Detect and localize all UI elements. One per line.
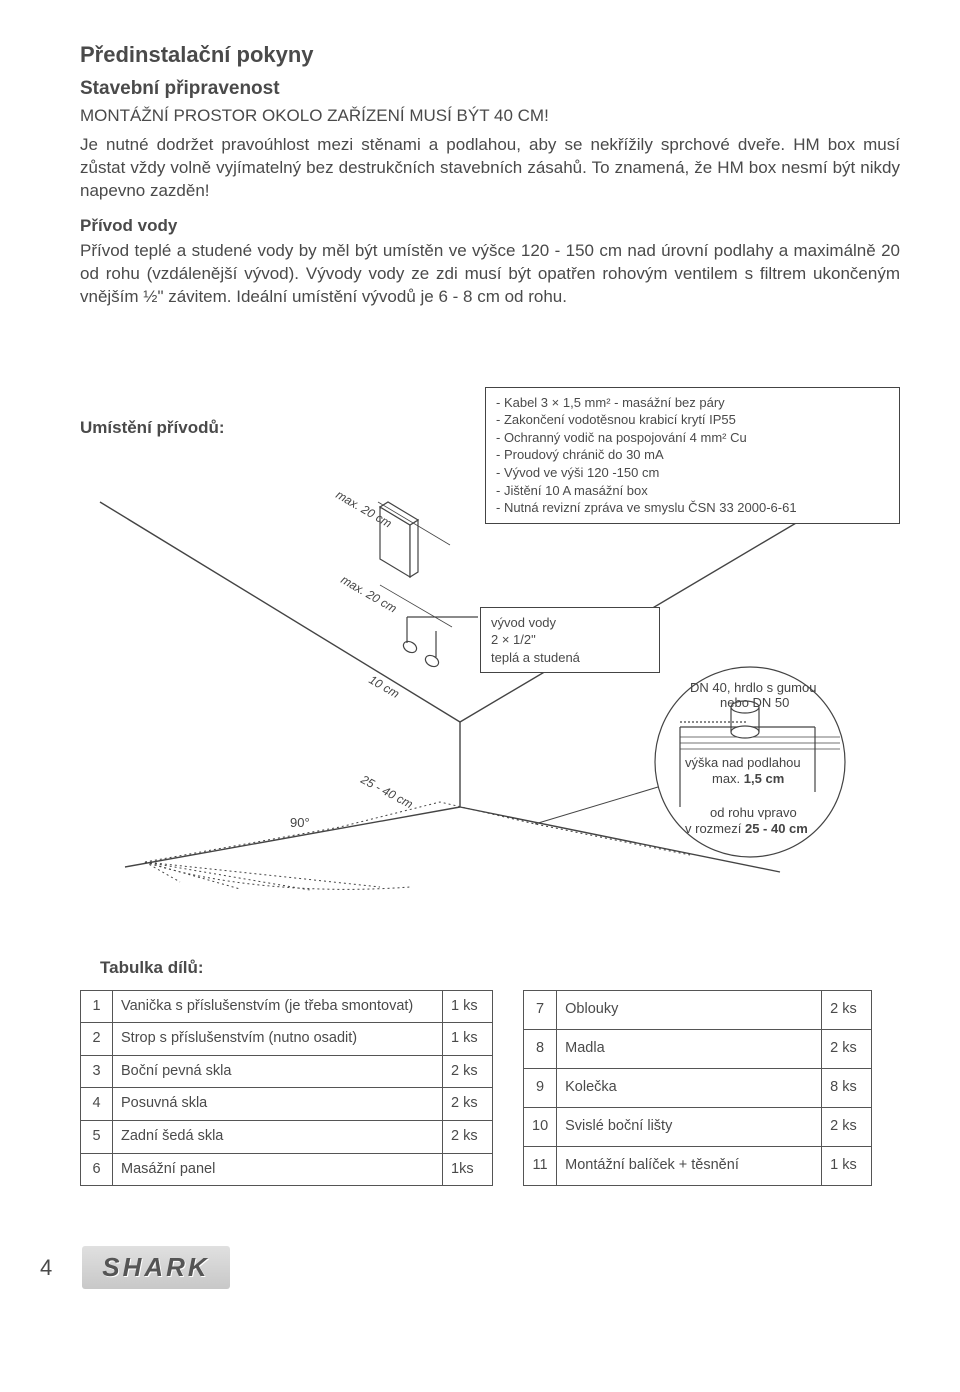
part-number: 6 — [81, 1153, 113, 1186]
part-number: 11 — [524, 1147, 557, 1186]
table-row: 7Oblouky2 ks — [524, 990, 872, 1029]
table-row: 8Madla2 ks — [524, 1029, 872, 1068]
part-qty: 2 ks — [443, 1121, 493, 1154]
info-line: teplá a studená — [491, 649, 649, 667]
part-number: 5 — [81, 1121, 113, 1154]
table-row: 9Kolečka8 ks — [524, 1068, 872, 1107]
part-qty: 1 ks — [443, 1023, 493, 1056]
info-line: - Kabel 3 × 1,5 mm² - masážní bez páry — [496, 394, 889, 412]
info-line: vývod vody — [491, 614, 649, 632]
page-number: 4 — [40, 1253, 52, 1283]
paragraph-2: Přívod teplé a studené vody by měl být u… — [80, 240, 900, 309]
table-row: 10Svislé boční lišty2 ks — [524, 1107, 872, 1146]
part-number: 2 — [81, 1023, 113, 1056]
part-qty: 2 ks — [443, 1055, 493, 1088]
drain-l4a: max. — [712, 771, 744, 786]
angle-label: 90° — [290, 815, 310, 830]
table-row: 1Vanička s příslušenstvím (je třeba smon… — [81, 990, 493, 1023]
drain-l3: výška nad podlahou — [685, 755, 801, 770]
page-title: Předinstalační pokyny — [80, 40, 900, 70]
caps-line: MONTÁŽNÍ PROSTOR OKOLO ZAŘÍZENÍ MUSÍ BÝT… — [80, 105, 900, 128]
parts-table-right: 7Oblouky2 ks8Madla2 ks9Kolečka8 ks10Svis… — [523, 990, 872, 1186]
paragraph-1: Je nutné dodržet pravoúhlost mezi stěnam… — [80, 134, 900, 203]
brand-logo-text: SHARK — [102, 1250, 209, 1285]
table-row: 2Strop s příslušenstvím (nutno osadit)1 … — [81, 1023, 493, 1056]
part-number: 3 — [81, 1055, 113, 1088]
part-desc: Zadní šedá skla — [113, 1121, 443, 1154]
drain-l6a: v rozmezí — [685, 821, 745, 836]
part-desc: Madla — [557, 1029, 822, 1068]
parts-tables: 1Vanička s příslušenstvím (je třeba smon… — [80, 990, 900, 1186]
table-row: 4Posuvná skla2 ks — [81, 1088, 493, 1121]
part-number: 10 — [524, 1107, 557, 1146]
table-row: 11Montážní balíček + těsnění1 ks — [524, 1147, 872, 1186]
info-line: - Jištění 10 A masážní box — [496, 482, 889, 500]
part-desc: Masážní panel — [113, 1153, 443, 1186]
part-number: 1 — [81, 990, 113, 1023]
parts-heading: Tabulka dílů: — [100, 957, 900, 980]
drain-l1: DN 40, hrdlo s gumou — [690, 680, 816, 695]
part-number: 9 — [524, 1068, 557, 1107]
table-row: 6Masážní panel1ks — [81, 1153, 493, 1186]
drain-l2: nebo DN 50 — [720, 695, 789, 710]
part-desc: Montážní balíček + těsnění — [557, 1147, 822, 1186]
dim-10: 10 cm — [367, 672, 402, 700]
part-qty: 2 ks — [822, 1107, 872, 1146]
svg-text:v rozmezí 25 - 40 cm: v rozmezí 25 - 40 cm — [685, 821, 808, 836]
part-number: 7 — [524, 990, 557, 1029]
part-qty: 2 ks — [822, 1029, 872, 1068]
part-qty: 1 ks — [822, 1147, 872, 1186]
drain-l4b: 1,5 cm — [744, 771, 784, 786]
part-qty: 2 ks — [443, 1088, 493, 1121]
drain-l5: od rohu vpravo — [710, 805, 797, 820]
info-line: - Nutná revizní zpráva ve smyslu ČSN 33 … — [496, 499, 889, 517]
parts-table-left: 1Vanička s příslušenstvím (je třeba smon… — [80, 990, 493, 1186]
svg-text:max. 1,5 cm: max. 1,5 cm — [712, 771, 784, 786]
part-number: 4 — [81, 1088, 113, 1121]
electrical-info-box: - Kabel 3 × 1,5 mm² - masážní bez páry -… — [485, 387, 900, 524]
part-desc: Strop s příslušenstvím (nutno osadit) — [113, 1023, 443, 1056]
part-desc: Svislé boční lišty — [557, 1107, 822, 1146]
page-footer: 4 SHARK — [40, 1246, 900, 1289]
water-info-box: vývod vody 2 × 1/2" teplá a studená — [480, 607, 660, 674]
dim-25-40: 25 - 40 cm — [358, 772, 416, 811]
dim-max20-b: max. 20 cm — [339, 572, 400, 615]
part-desc: Posuvná skla — [113, 1088, 443, 1121]
part-number: 8 — [524, 1029, 557, 1068]
part-qty: 8 ks — [822, 1068, 872, 1107]
part-qty: 1 ks — [443, 990, 493, 1023]
subhead-water: Přívod vody — [80, 215, 900, 238]
part-desc: Vanička s příslušenstvím (je třeba smont… — [113, 990, 443, 1023]
info-line: - Ochranný vodič na pospojování 4 mm² Cu — [496, 429, 889, 447]
subtitle: Stavební připravenost — [80, 76, 900, 102]
info-line: - Zakončení vodotěsnou krabicí krytí IP5… — [496, 411, 889, 429]
part-desc: Boční pevná skla — [113, 1055, 443, 1088]
info-line: - Vývod ve výši 120 -150 cm — [496, 464, 889, 482]
diagram: Umístění přívodů: 90° — [80, 327, 900, 927]
part-desc: Oblouky — [557, 990, 822, 1029]
part-qty: 2 ks — [822, 990, 872, 1029]
info-line: - Proudový chránič do 30 mA — [496, 446, 889, 464]
drain-l6b: 25 - 40 cm — [745, 821, 808, 836]
table-row: 5Zadní šedá skla2 ks — [81, 1121, 493, 1154]
part-desc: Kolečka — [557, 1068, 822, 1107]
info-line: 2 × 1/2" — [491, 631, 649, 649]
brand-logo: SHARK — [82, 1246, 229, 1289]
table-row: 3Boční pevná skla2 ks — [81, 1055, 493, 1088]
part-qty: 1ks — [443, 1153, 493, 1186]
